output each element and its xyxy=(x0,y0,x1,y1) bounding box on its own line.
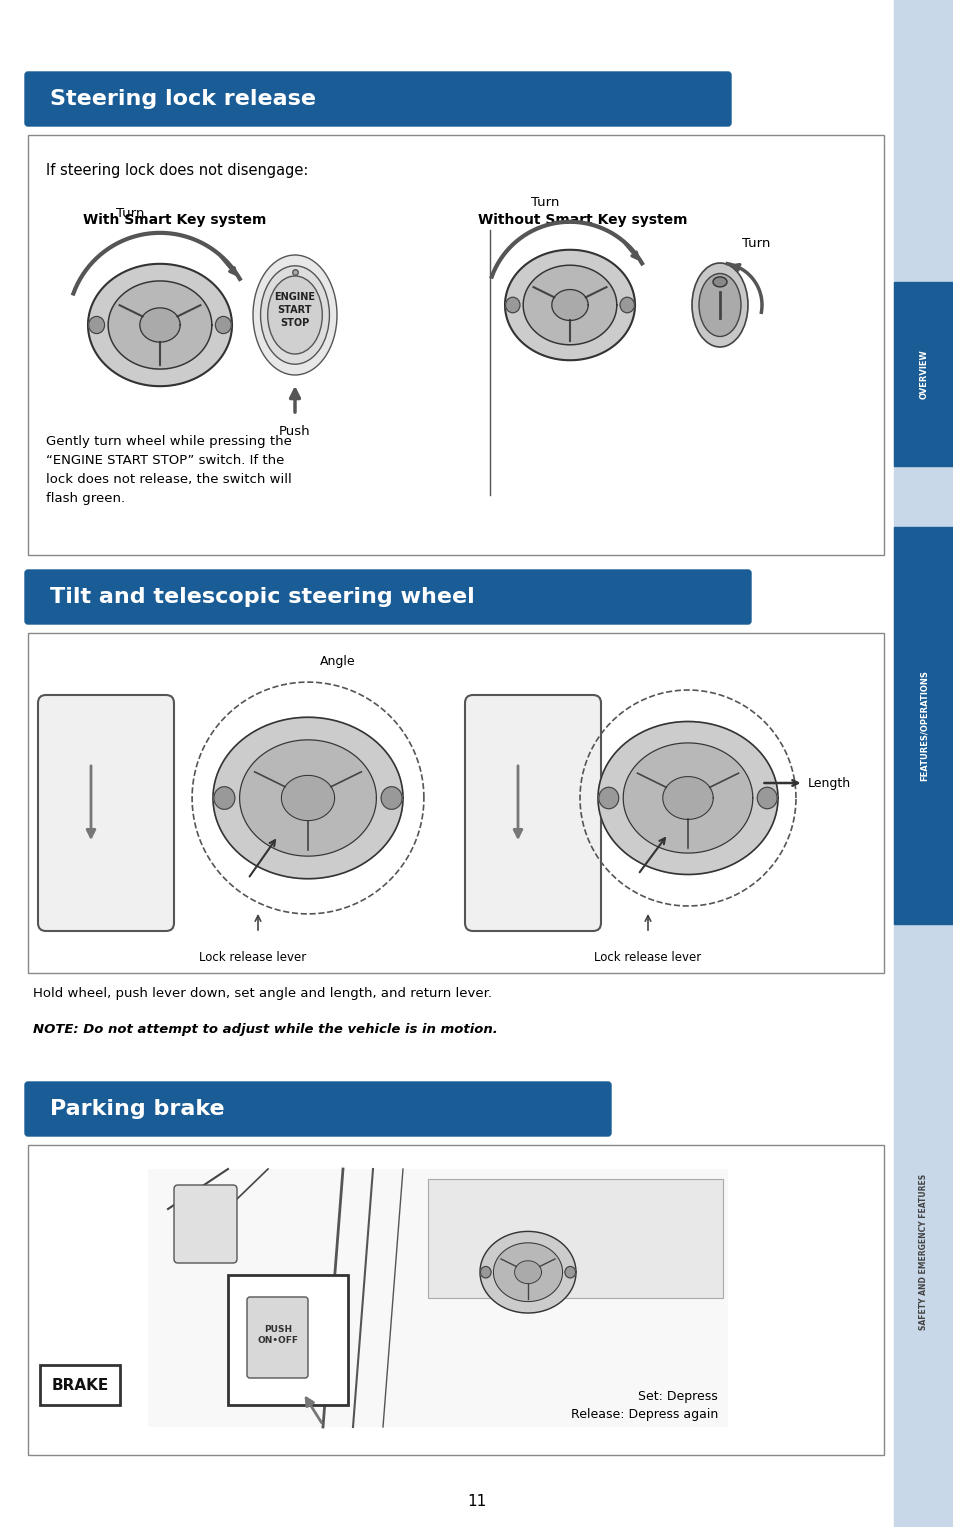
Text: Set: Depress
Release: Depress again: Set: Depress Release: Depress again xyxy=(570,1390,718,1422)
Ellipse shape xyxy=(757,788,777,809)
Ellipse shape xyxy=(505,298,519,313)
Text: FEATURES/OPERATIONS: FEATURES/OPERATIONS xyxy=(919,670,927,780)
Polygon shape xyxy=(108,281,212,370)
Bar xyxy=(40,1365,120,1405)
Polygon shape xyxy=(504,250,635,360)
Ellipse shape xyxy=(268,276,322,354)
Polygon shape xyxy=(551,290,588,321)
Bar xyxy=(148,1170,727,1428)
Ellipse shape xyxy=(215,316,231,333)
Text: Steering lock release: Steering lock release xyxy=(50,89,315,108)
Text: 11: 11 xyxy=(467,1495,486,1510)
Polygon shape xyxy=(239,741,376,857)
Ellipse shape xyxy=(381,786,401,809)
Text: Push: Push xyxy=(279,425,311,438)
Text: Length: Length xyxy=(807,777,850,789)
FancyBboxPatch shape xyxy=(173,1185,236,1263)
FancyBboxPatch shape xyxy=(247,1296,308,1377)
Text: OVERVIEW: OVERVIEW xyxy=(919,350,927,399)
Text: NOTE: Do not attempt to adjust while the vehicle is in motion.: NOTE: Do not attempt to adjust while the… xyxy=(33,1023,497,1035)
Text: Angle: Angle xyxy=(320,655,355,667)
Text: PUSH
ON•OFF: PUSH ON•OFF xyxy=(257,1325,298,1345)
FancyBboxPatch shape xyxy=(25,72,730,127)
Text: Turn: Turn xyxy=(530,197,558,209)
Bar xyxy=(893,527,953,924)
Text: BRAKE: BRAKE xyxy=(51,1377,109,1393)
FancyBboxPatch shape xyxy=(25,1083,610,1136)
Text: If steering lock does not disengage:: If steering lock does not disengage: xyxy=(46,163,308,179)
Polygon shape xyxy=(622,744,752,854)
Polygon shape xyxy=(281,776,335,820)
Text: With Smart Key system: With Smart Key system xyxy=(83,212,266,228)
Text: Turn: Turn xyxy=(115,206,144,220)
Ellipse shape xyxy=(691,263,747,347)
Ellipse shape xyxy=(89,316,105,333)
Ellipse shape xyxy=(253,255,336,376)
Ellipse shape xyxy=(564,1266,575,1278)
Ellipse shape xyxy=(598,788,618,809)
Ellipse shape xyxy=(699,273,740,336)
Text: ENGINE
START
STOP: ENGINE START STOP xyxy=(274,292,315,328)
FancyBboxPatch shape xyxy=(25,570,750,625)
Polygon shape xyxy=(140,308,180,342)
Polygon shape xyxy=(522,266,617,345)
Ellipse shape xyxy=(480,1266,491,1278)
Polygon shape xyxy=(479,1231,576,1313)
Polygon shape xyxy=(598,721,778,875)
Polygon shape xyxy=(493,1243,562,1301)
Ellipse shape xyxy=(619,298,634,313)
Text: Lock release lever: Lock release lever xyxy=(199,951,306,964)
FancyBboxPatch shape xyxy=(38,695,173,931)
Ellipse shape xyxy=(712,276,726,287)
Bar xyxy=(228,1275,348,1405)
Bar xyxy=(428,1179,722,1298)
Bar xyxy=(28,1145,883,1455)
Text: Gently turn wheel while pressing the
“ENGINE START STOP” switch. If the
lock doe: Gently turn wheel while pressing the “EN… xyxy=(46,435,292,505)
Bar xyxy=(28,134,883,554)
Polygon shape xyxy=(514,1261,541,1284)
Text: Tilt and telescopic steering wheel: Tilt and telescopic steering wheel xyxy=(50,586,475,608)
Polygon shape xyxy=(662,777,713,820)
Polygon shape xyxy=(88,264,232,386)
Text: Lock release lever: Lock release lever xyxy=(594,951,700,964)
Text: SAFETY AND EMERGENCY FEATURES: SAFETY AND EMERGENCY FEATURES xyxy=(919,1174,927,1330)
Text: Parking brake: Parking brake xyxy=(50,1099,224,1119)
Polygon shape xyxy=(213,718,402,878)
Text: Turn: Turn xyxy=(741,237,770,250)
FancyBboxPatch shape xyxy=(464,695,600,931)
Text: Hold wheel, push lever down, set angle and length, and return lever.: Hold wheel, push lever down, set angle a… xyxy=(33,986,492,1000)
Bar xyxy=(893,282,953,466)
Ellipse shape xyxy=(213,786,234,809)
Bar xyxy=(893,0,953,1527)
Text: Without Smart Key system: Without Smart Key system xyxy=(477,212,687,228)
Bar xyxy=(28,634,883,973)
Ellipse shape xyxy=(260,266,329,365)
